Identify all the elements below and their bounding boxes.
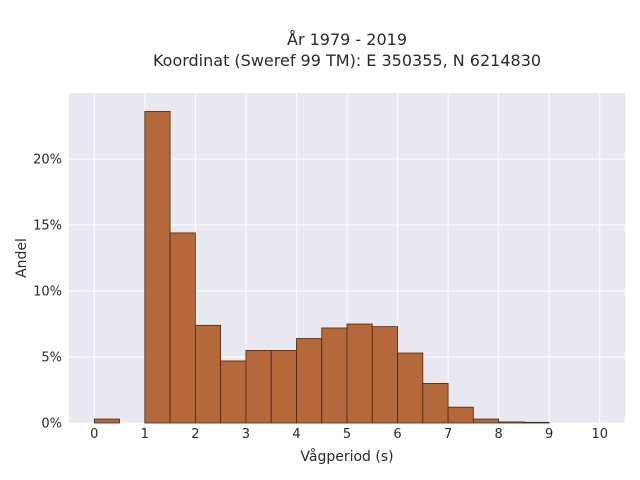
histogram-bar xyxy=(346,323,373,424)
x-tick-label: 7 xyxy=(444,427,452,442)
x-tick-label: 8 xyxy=(494,427,502,442)
histogram-bar xyxy=(194,324,222,424)
histogram-bar xyxy=(472,418,500,424)
y-tick-label: 0% xyxy=(41,417,62,432)
x-tick-label: 9 xyxy=(545,427,553,442)
y-tick-label: 10% xyxy=(33,285,62,300)
x-axis-label: Vågperiod (s) xyxy=(300,448,393,465)
y-axis-ticks: 0% 5% 10% 15% 20% xyxy=(33,153,62,432)
x-tick-label: 10 xyxy=(591,427,608,442)
x-tick-label: 0 xyxy=(90,427,98,442)
y-axis-label: Andel xyxy=(14,238,30,278)
x-tick-label: 5 xyxy=(343,427,351,442)
chart-title: År 1979 - 2019 xyxy=(287,30,407,49)
y-tick-label: 20% xyxy=(33,153,62,168)
y-tick-label: 5% xyxy=(41,351,62,366)
histogram-bar xyxy=(144,111,171,424)
x-tick-label: 3 xyxy=(242,427,250,442)
bars xyxy=(93,111,550,424)
histogram-bar xyxy=(93,418,120,424)
histogram-bar xyxy=(321,327,348,424)
y-tick-label: 15% xyxy=(33,219,62,234)
histogram-bar xyxy=(397,352,424,424)
x-tick-label: 4 xyxy=(292,427,300,442)
x-tick-label: 6 xyxy=(393,427,401,442)
histogram-bar xyxy=(245,349,272,424)
histogram-bar xyxy=(220,360,247,424)
histogram-bar xyxy=(296,338,323,424)
histogram-bar xyxy=(422,382,449,424)
x-axis-ticks: 0 1 2 3 4 5 6 7 8 9 10 xyxy=(90,427,608,442)
histogram-bar xyxy=(523,421,550,424)
x-tick-label: 1 xyxy=(141,427,149,442)
histogram-bar xyxy=(169,232,196,424)
chart-subtitle: Koordinat (Sweref 99 TM): E 350355, N 62… xyxy=(153,51,541,70)
histogram-bar xyxy=(447,406,474,424)
histogram-bar xyxy=(371,326,398,424)
x-tick-label: 2 xyxy=(191,427,199,442)
histogram-bar xyxy=(498,421,525,424)
histogram-bar xyxy=(270,349,297,424)
